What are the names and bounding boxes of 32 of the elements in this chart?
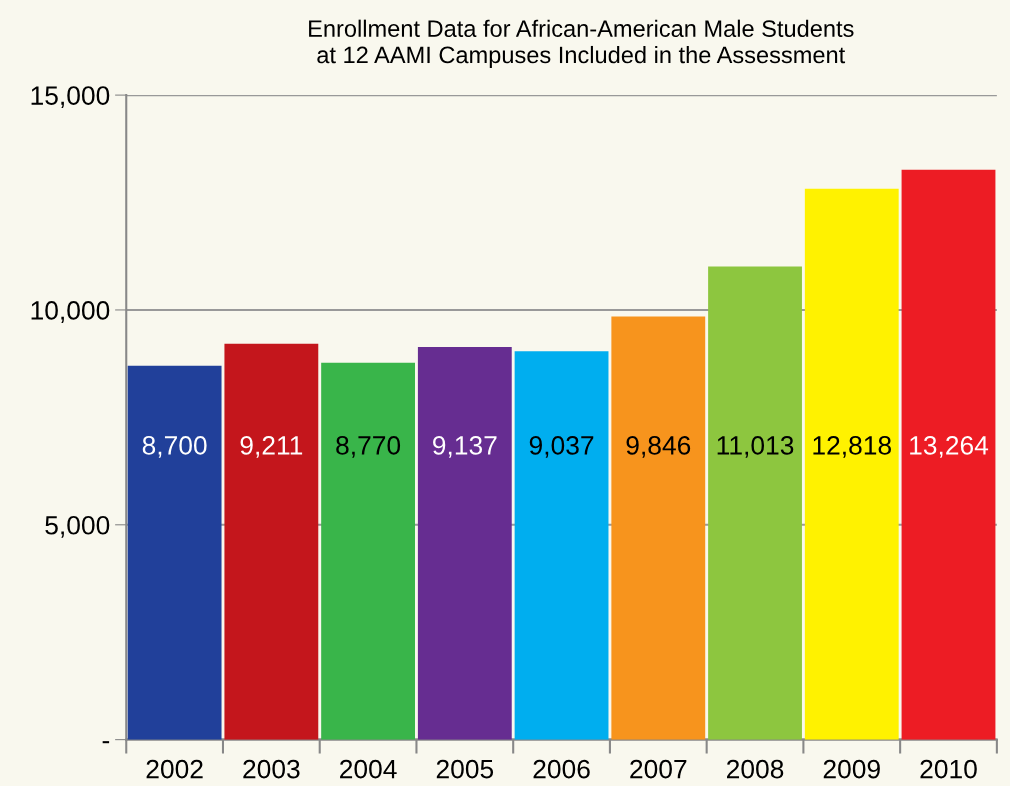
data-label: 9,037 [529,436,594,458]
y-tick-label: 5,000 [45,515,110,538]
x-tick-label: 2005 [436,759,494,779]
chart-title: Enrollment Data for African-American Male Students at 12 AAMI Campuses Included in the Assessment [309,19,854,68]
data-label: 8,770 [336,436,401,458]
data-label: 9,846 [626,436,691,458]
y-tick-label: - [102,741,110,744]
data-label: 13,264 [910,436,989,458]
y-tick-label: 15,000 [31,86,110,109]
x-tick-label: 2007 [630,759,687,779]
bar [417,347,512,740]
bar [127,365,222,740]
data-label: 8,700 [142,436,207,458]
data-label: 11,013 [717,436,794,458]
data-label: 12,818 [813,436,891,458]
bar [224,343,319,740]
x-tick-label: 2008 [727,759,784,779]
x-tick-label: 2002 [146,759,203,779]
y-tick-label: 10,000 [31,301,110,323]
x-tick-label: 2006 [533,759,590,779]
x-tick-label: 2004 [340,759,397,779]
bar [514,351,609,740]
data-label: 9,211 [240,436,303,458]
bar [901,169,996,740]
bar [321,362,416,740]
data-label: 9,137 [433,436,497,458]
bar [708,266,802,740]
x-tick-label: 2009 [823,759,880,779]
x-tick-label: 2010 [920,759,977,779]
bar [804,188,899,740]
x-tick-label: 2003 [243,759,300,779]
bar [611,316,706,740]
